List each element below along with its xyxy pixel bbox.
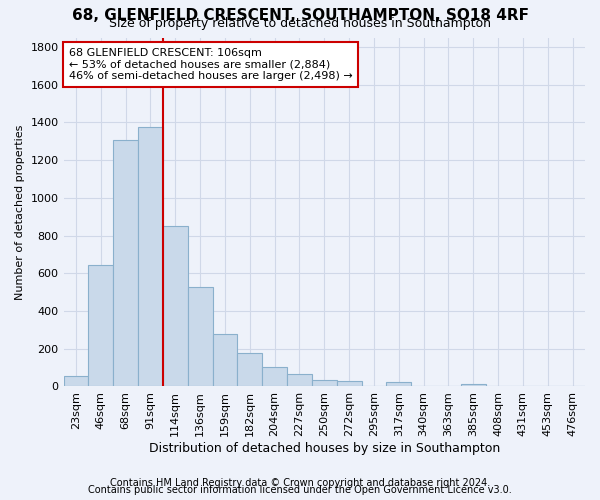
Bar bbox=[287, 374, 312, 386]
Bar bbox=[88, 265, 113, 386]
Bar bbox=[64, 376, 88, 386]
Text: Contains HM Land Registry data © Crown copyright and database right 2024.: Contains HM Land Registry data © Crown c… bbox=[110, 478, 490, 488]
Text: Contains public sector information licensed under the Open Government Licence v3: Contains public sector information licen… bbox=[88, 485, 512, 495]
Bar bbox=[138, 127, 163, 386]
Bar bbox=[312, 380, 337, 386]
Bar bbox=[337, 381, 362, 386]
Bar bbox=[386, 382, 411, 386]
Bar bbox=[461, 384, 485, 386]
Y-axis label: Number of detached properties: Number of detached properties bbox=[15, 124, 25, 300]
Text: 68, GLENFIELD CRESCENT, SOUTHAMPTON, SO18 4RF: 68, GLENFIELD CRESCENT, SOUTHAMPTON, SO1… bbox=[71, 8, 529, 22]
Text: Size of property relative to detached houses in Southampton: Size of property relative to detached ho… bbox=[109, 18, 491, 30]
Bar bbox=[163, 226, 188, 386]
Text: 68 GLENFIELD CRESCENT: 106sqm
← 53% of detached houses are smaller (2,884)
46% o: 68 GLENFIELD CRESCENT: 106sqm ← 53% of d… bbox=[69, 48, 353, 81]
Bar bbox=[212, 334, 238, 386]
Bar bbox=[113, 140, 138, 386]
Bar bbox=[188, 288, 212, 386]
Bar bbox=[238, 354, 262, 386]
X-axis label: Distribution of detached houses by size in Southampton: Distribution of detached houses by size … bbox=[149, 442, 500, 455]
Bar bbox=[262, 366, 287, 386]
